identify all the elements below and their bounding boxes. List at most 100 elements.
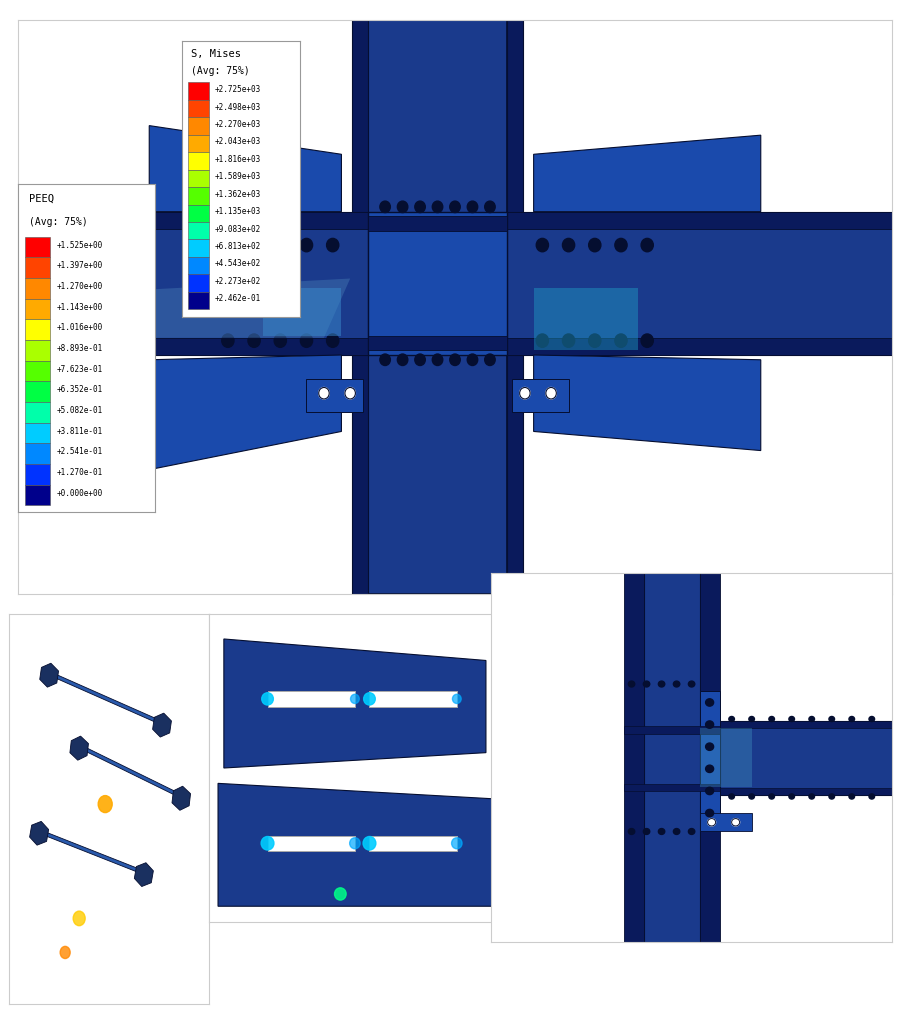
Circle shape — [350, 694, 359, 703]
Circle shape — [274, 239, 287, 252]
Circle shape — [829, 717, 834, 722]
Text: +2.725e+03: +2.725e+03 — [215, 85, 261, 94]
Text: +2.270e+03: +2.270e+03 — [215, 120, 261, 129]
Circle shape — [688, 828, 695, 835]
Text: +8.893e-01: +8.893e-01 — [56, 344, 103, 353]
Bar — [25, 402, 49, 423]
Text: +2.043e+03: +2.043e+03 — [215, 137, 261, 146]
Circle shape — [869, 717, 875, 722]
Bar — [25, 360, 49, 381]
Circle shape — [379, 201, 390, 213]
Bar — [187, 257, 209, 274]
Circle shape — [261, 837, 274, 850]
Circle shape — [562, 239, 575, 252]
Polygon shape — [18, 212, 368, 228]
Polygon shape — [368, 336, 508, 350]
Polygon shape — [18, 338, 368, 355]
Polygon shape — [263, 288, 341, 336]
Circle shape — [769, 794, 774, 799]
Circle shape — [345, 387, 356, 399]
Circle shape — [673, 828, 680, 835]
Circle shape — [789, 794, 794, 799]
Circle shape — [732, 818, 740, 826]
Text: (Avg: 75%): (Avg: 75%) — [191, 66, 250, 76]
Circle shape — [628, 681, 635, 687]
Circle shape — [327, 334, 339, 347]
Polygon shape — [623, 783, 720, 791]
Circle shape — [589, 334, 601, 347]
Circle shape — [98, 796, 112, 813]
Circle shape — [248, 239, 260, 252]
Circle shape — [809, 794, 814, 799]
Text: +6.352e-01: +6.352e-01 — [56, 385, 103, 394]
Text: +1.270e-01: +1.270e-01 — [56, 468, 103, 477]
Text: (Avg: 75%): (Avg: 75%) — [29, 217, 88, 227]
Circle shape — [274, 334, 287, 347]
Circle shape — [615, 239, 627, 252]
Text: +1.270e+00: +1.270e+00 — [56, 282, 103, 291]
Circle shape — [349, 838, 360, 849]
Polygon shape — [135, 862, 154, 887]
Circle shape — [643, 828, 650, 835]
Polygon shape — [268, 691, 355, 707]
Bar — [25, 237, 49, 257]
Polygon shape — [352, 20, 368, 594]
Circle shape — [485, 354, 495, 366]
Polygon shape — [368, 216, 508, 230]
Polygon shape — [700, 691, 720, 824]
Bar — [25, 443, 49, 464]
Circle shape — [705, 809, 713, 817]
Circle shape — [658, 681, 665, 687]
Polygon shape — [34, 827, 145, 874]
Bar — [187, 83, 209, 100]
Circle shape — [641, 334, 653, 347]
Bar — [25, 340, 49, 360]
Polygon shape — [508, 212, 892, 228]
Bar — [187, 153, 209, 170]
Polygon shape — [720, 721, 892, 795]
Text: +1.525e+00: +1.525e+00 — [56, 241, 103, 250]
Circle shape — [643, 681, 650, 687]
Circle shape — [451, 838, 462, 849]
Circle shape — [450, 201, 460, 213]
Circle shape — [432, 201, 443, 213]
Bar — [187, 187, 209, 205]
Circle shape — [536, 239, 549, 252]
Polygon shape — [70, 736, 88, 760]
Text: +1.397e+00: +1.397e+00 — [56, 261, 103, 270]
Polygon shape — [369, 836, 457, 851]
Bar — [25, 257, 49, 279]
Circle shape — [60, 946, 70, 958]
Circle shape — [432, 354, 443, 366]
Bar — [187, 100, 209, 118]
Circle shape — [300, 239, 313, 252]
Polygon shape — [268, 836, 355, 851]
Text: PEEQ: PEEQ — [29, 195, 54, 204]
Circle shape — [628, 828, 635, 835]
Polygon shape — [511, 379, 569, 413]
Text: S, Mises: S, Mises — [191, 49, 241, 59]
Polygon shape — [218, 783, 491, 906]
Polygon shape — [153, 713, 171, 737]
Circle shape — [809, 717, 814, 722]
Circle shape — [318, 387, 329, 399]
Text: +1.016e+00: +1.016e+00 — [56, 324, 103, 333]
Circle shape — [849, 717, 854, 722]
Circle shape — [415, 354, 425, 366]
Polygon shape — [533, 355, 761, 451]
Circle shape — [222, 239, 234, 252]
Text: +4.543e+02: +4.543e+02 — [215, 259, 261, 268]
Polygon shape — [172, 786, 190, 810]
Circle shape — [379, 354, 390, 366]
Circle shape — [485, 201, 495, 213]
Text: +6.813e+02: +6.813e+02 — [215, 242, 261, 251]
Polygon shape — [508, 338, 892, 355]
Bar — [187, 170, 209, 187]
Circle shape — [520, 387, 531, 399]
Polygon shape — [700, 813, 752, 831]
Text: +9.083e+02: +9.083e+02 — [215, 224, 261, 233]
Text: +2.462e-01: +2.462e-01 — [215, 294, 261, 303]
Bar — [25, 279, 49, 299]
Bar — [187, 135, 209, 153]
Circle shape — [248, 334, 260, 347]
